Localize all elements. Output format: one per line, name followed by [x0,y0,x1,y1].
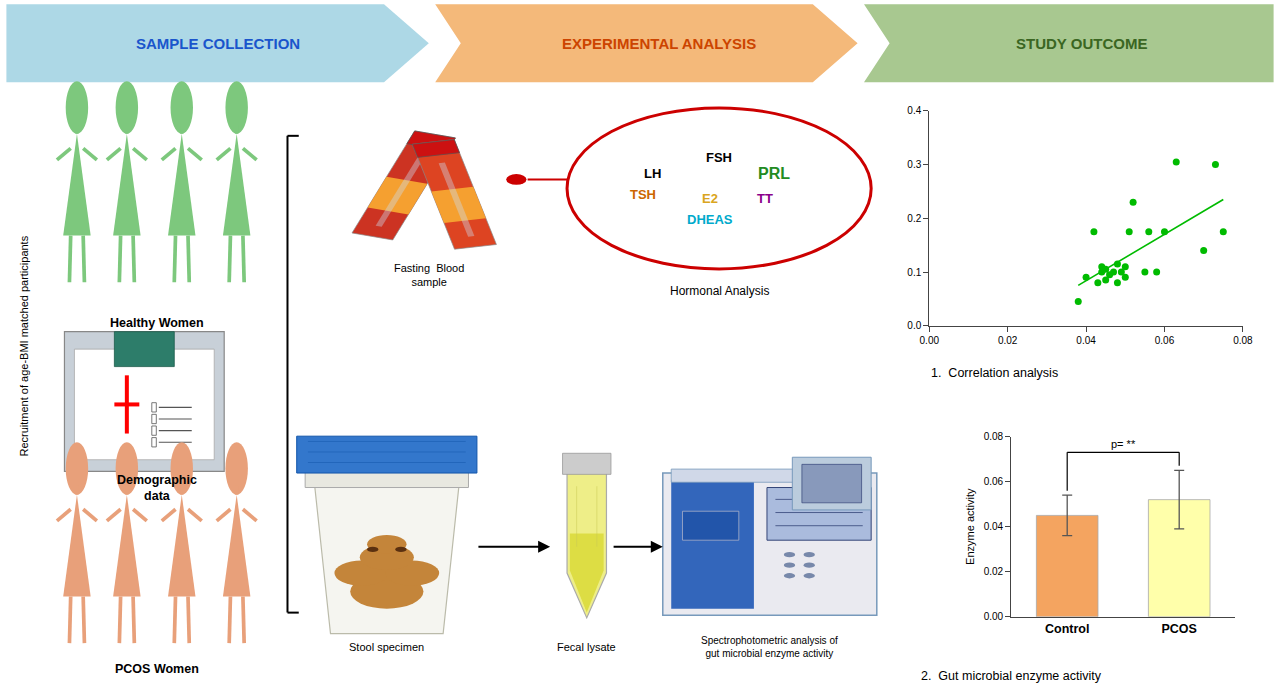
svg-text:0.02: 0.02 [998,335,1018,346]
svg-text:Control: Control [1045,622,1089,636]
svg-text:0.06: 0.06 [984,476,1004,487]
svg-text:STUDY OUTCOME: STUDY OUTCOME [1016,35,1147,52]
svg-text:PCOS: PCOS [1161,622,1196,636]
svg-text:SAMPLE COLLECTION: SAMPLE COLLECTION [136,35,300,52]
svg-text:0.1: 0.1 [907,267,921,278]
svg-text:EXPERIMENTAL ANALYSIS: EXPERIMENTAL ANALYSIS [562,35,756,52]
svg-text:Hormonal Analysis: Hormonal Analysis [670,284,769,298]
svg-text:0.3: 0.3 [907,159,921,170]
svg-text:Demographicdata: Demographicdata [117,473,197,503]
svg-text:Stool specimen: Stool specimen [349,641,424,653]
svg-text:Spectrophotometric analysis of: Spectrophotometric analysis ofgut microb… [701,635,838,659]
svg-text:p= **: p= ** [1111,438,1136,450]
svg-text:0.04: 0.04 [984,521,1004,532]
svg-text:LH: LH [644,166,661,181]
svg-text:0.00: 0.00 [920,335,940,346]
svg-text:0.00: 0.00 [984,611,1004,622]
svg-text:FSH: FSH [706,150,732,165]
svg-text:1. Correlation analysis: 1. Correlation analysis [931,366,1058,380]
svg-text:0.4: 0.4 [907,105,921,116]
svg-text:0.08: 0.08 [984,431,1004,442]
svg-text:2. Gut microbial enzyme activ: 2. Gut microbial enzyme activity [921,669,1102,683]
svg-text:0.2: 0.2 [907,213,921,224]
svg-text:0.08: 0.08 [1233,335,1253,346]
svg-text:DHEAS: DHEAS [687,212,733,227]
svg-text:Fasting Bloodsample: Fasting Bloodsample [394,262,464,288]
svg-text:E2: E2 [702,191,718,206]
svg-text:Fecal lysate: Fecal lysate [557,641,616,653]
svg-text:TT: TT [757,191,773,206]
svg-text:TSH: TSH [630,187,656,202]
svg-text:Enzyme activity: Enzyme activity [964,488,976,565]
svg-text:PCOS Women: PCOS Women [115,662,199,676]
svg-text:Recruitment of age-BMI matched: Recruitment of age-BMI matched participa… [18,235,30,456]
svg-text:0.06: 0.06 [1155,335,1175,346]
svg-text:0.02: 0.02 [984,566,1004,577]
svg-text:PRL: PRL [758,165,790,182]
svg-text:0.04: 0.04 [1076,335,1096,346]
svg-text:0.0: 0.0 [907,320,921,331]
svg-text:Healthy Women: Healthy Women [110,316,204,330]
